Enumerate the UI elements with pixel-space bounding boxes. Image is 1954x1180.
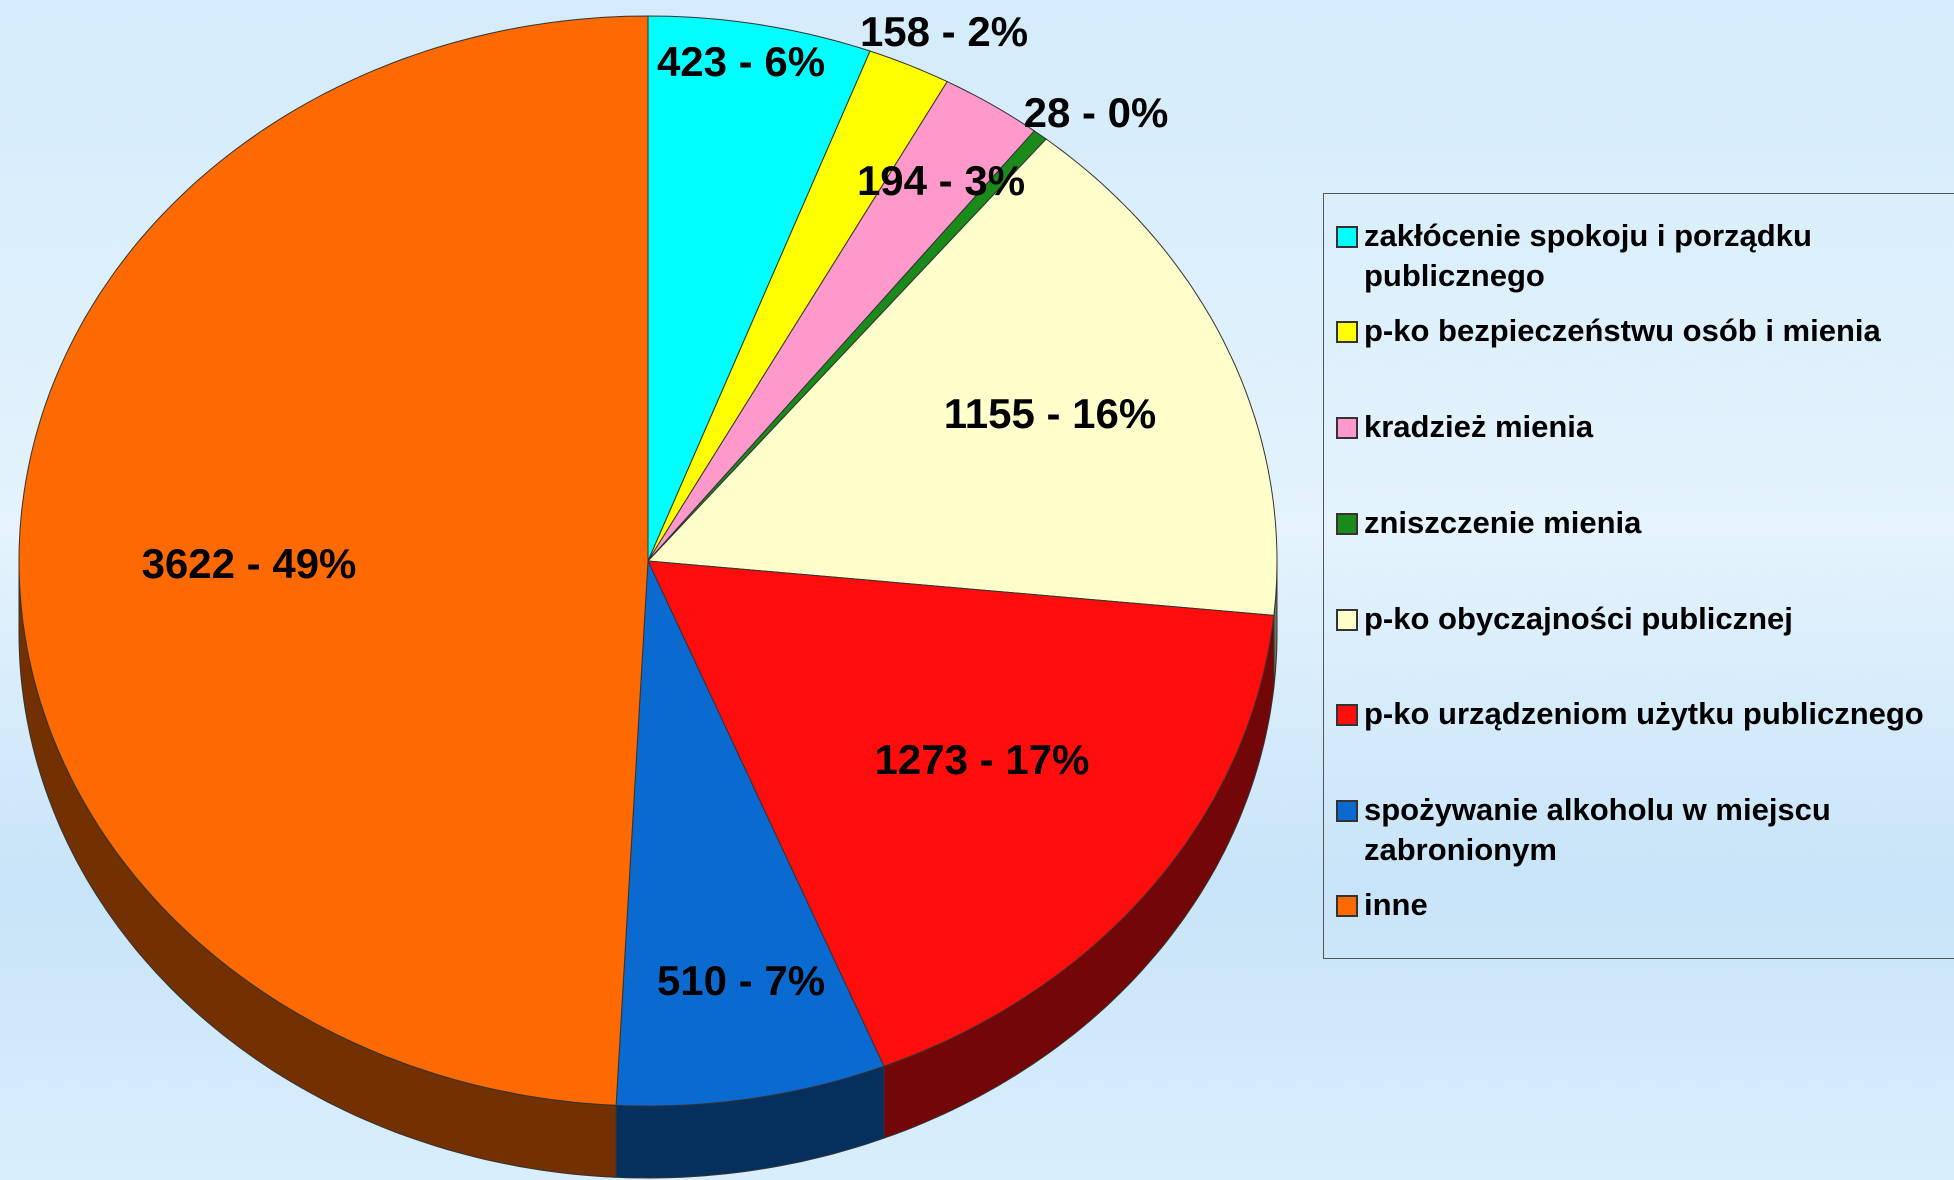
legend-label: zakłócenie spokoju i porządku publiczneg… [1364,218,1812,293]
legend-item: spożywanie alkoholu w miejscu zabroniony… [1336,790,1936,870]
legend-swatch [1336,895,1358,917]
data-label: 194 - 3% [857,157,1025,204]
data-label: 423 - 6% [657,38,825,85]
slice [647,50,948,562]
legend-label: spożywanie alkoholu w miejscu zabroniony… [1364,792,1831,867]
legend-label: p-ko obyczajności publicznej [1364,601,1793,636]
slice [18,15,649,1106]
legend-item: p-ko urządzeniom użytku publicznego [1336,694,1936,734]
legend-label: inne [1364,887,1428,922]
data-label: 3622 - 49% [142,540,357,587]
legend-label: kradzież mienia [1364,409,1594,444]
legend-label: p-ko bezpieczeństwu osób i mienia [1364,313,1881,348]
data-label: 28 - 0% [1024,89,1169,136]
data-label: 1273 - 17% [875,736,1090,783]
legend-item: zniszczenie mienia [1336,503,1936,543]
data-label: 510 - 7% [657,957,825,1004]
slice [647,15,871,562]
legend-swatch [1336,513,1358,535]
legend-label: zniszczenie mienia [1364,505,1642,540]
legend-item: zakłócenie spokoju i porządku publiczneg… [1336,216,1936,296]
legend-item: p-ko obyczajności publicznej [1336,599,1936,639]
data-label: 1155 - 16% [944,390,1157,437]
data-label: 158 - 2% [860,8,1028,55]
legend-swatch [1336,800,1358,822]
slice [647,560,1275,1067]
legend-swatch [1336,417,1358,439]
legend-item: inne [1336,885,1936,925]
slice [646,138,1278,616]
legend-label: p-ko urządzeniom użytku publicznego [1364,696,1924,731]
legend-item: kradzież mienia [1336,407,1936,447]
slice [647,80,1036,562]
legend-swatch [1336,704,1358,726]
legend-swatch [1336,226,1358,248]
legend-swatch [1336,321,1358,343]
legend: zakłócenie spokoju i porządku publiczneg… [1323,193,1954,959]
legend-swatch [1336,609,1358,631]
slice [615,560,885,1107]
legend-item: p-ko bezpieczeństwu osób i mienia [1336,311,1936,351]
